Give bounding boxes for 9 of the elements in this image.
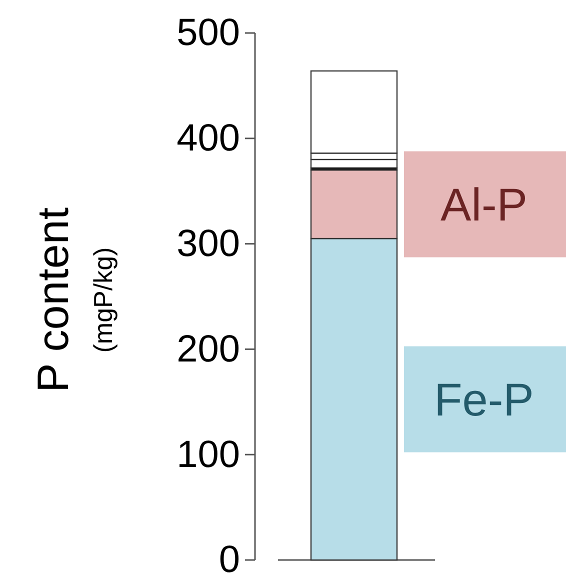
series-label: Al-P [440,178,528,230]
y-tick-label: 500 [176,12,240,54]
y-tick-label: 200 [176,328,240,370]
y-tick-label: 300 [176,222,240,265]
series-label: Fe-P [434,373,534,426]
y-tick-label: 400 [176,118,240,160]
y-tick-label: 100 [176,434,240,476]
y-tick-label: 0 [218,539,240,581]
y-axis-title: P content (mgP/kg) [29,207,118,393]
